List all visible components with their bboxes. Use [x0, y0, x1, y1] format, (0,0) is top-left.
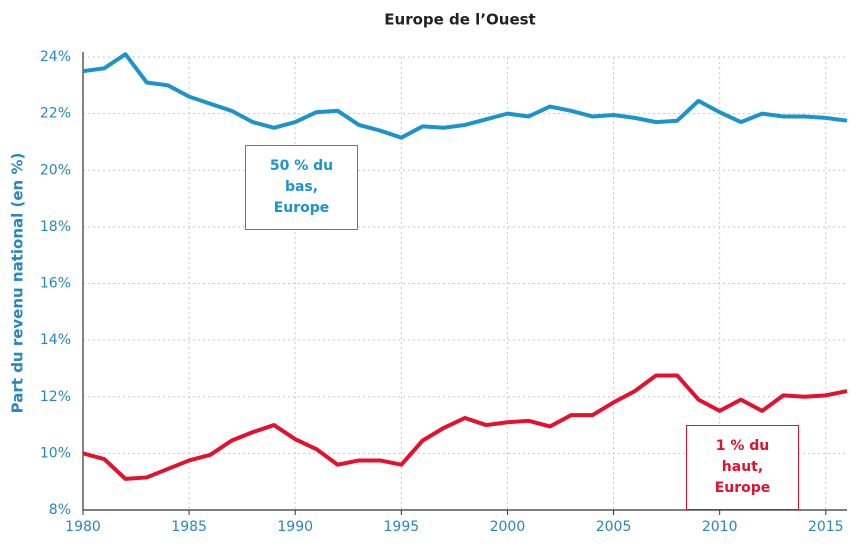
y-tick-label: 16%	[40, 276, 71, 292]
x-tick-label: 1980	[65, 519, 101, 535]
y-tick-label: 24%	[40, 49, 71, 65]
x-tick-label: 2005	[596, 519, 632, 535]
y-tick-label: 14%	[40, 332, 71, 348]
y-axis-label: Part du revenu national (en %)	[9, 153, 27, 414]
series-label: 50 % du bas, Europe	[245, 145, 358, 230]
y-tick-label: 12%	[40, 389, 71, 405]
x-tick-label: 1990	[277, 519, 313, 535]
y-tick-label: 10%	[40, 445, 71, 461]
y-tick-label: 20%	[40, 162, 71, 178]
y-tick-label: 22%	[40, 106, 71, 122]
y-tick-label: 8%	[49, 502, 71, 518]
chart-title: Europe de l’Ouest	[384, 11, 535, 29]
series-line	[82, 52, 848, 140]
x-tick-label: 2015	[808, 519, 844, 535]
series-line	[82, 373, 848, 481]
x-tick-label: 1985	[171, 519, 207, 535]
x-tick-label: 1995	[384, 519, 420, 535]
x-tick-label: 2000	[490, 519, 526, 535]
x-tick-label: 2010	[702, 519, 738, 535]
series-label: 1 % du haut, Europe	[686, 425, 799, 510]
y-tick-label: 18%	[40, 219, 71, 235]
